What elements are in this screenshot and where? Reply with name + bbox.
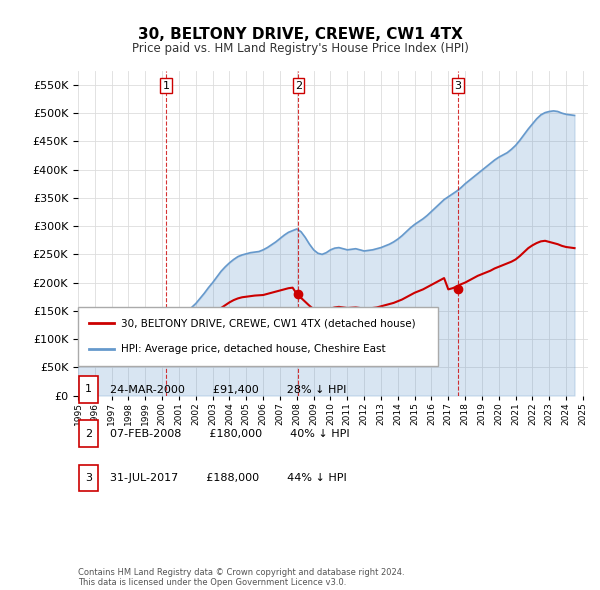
Text: 07-FEB-2008        £180,000        40% ↓ HPI: 07-FEB-2008 £180,000 40% ↓ HPI: [103, 430, 350, 439]
Text: 1: 1: [85, 385, 92, 394]
Text: 30, BELTONY DRIVE, CREWE, CW1 4TX: 30, BELTONY DRIVE, CREWE, CW1 4TX: [137, 27, 463, 41]
Text: Price paid vs. HM Land Registry's House Price Index (HPI): Price paid vs. HM Land Registry's House …: [131, 42, 469, 55]
Text: 31-JUL-2017        £188,000        44% ↓ HPI: 31-JUL-2017 £188,000 44% ↓ HPI: [103, 474, 347, 483]
FancyBboxPatch shape: [79, 465, 98, 491]
Text: 2: 2: [295, 81, 302, 90]
FancyBboxPatch shape: [79, 376, 98, 403]
Text: 1: 1: [163, 81, 169, 90]
Text: 30, BELTONY DRIVE, CREWE, CW1 4TX (detached house): 30, BELTONY DRIVE, CREWE, CW1 4TX (detac…: [121, 319, 416, 328]
FancyBboxPatch shape: [79, 420, 98, 447]
FancyBboxPatch shape: [78, 307, 438, 366]
Text: 3: 3: [85, 473, 92, 483]
Text: 2: 2: [85, 429, 92, 438]
Text: Contains HM Land Registry data © Crown copyright and database right 2024.
This d: Contains HM Land Registry data © Crown c…: [78, 568, 404, 587]
Text: 24-MAR-2000        £91,400        28% ↓ HPI: 24-MAR-2000 £91,400 28% ↓ HPI: [103, 385, 347, 395]
Text: 3: 3: [455, 81, 461, 90]
Text: HPI: Average price, detached house, Cheshire East: HPI: Average price, detached house, Ches…: [121, 345, 386, 354]
